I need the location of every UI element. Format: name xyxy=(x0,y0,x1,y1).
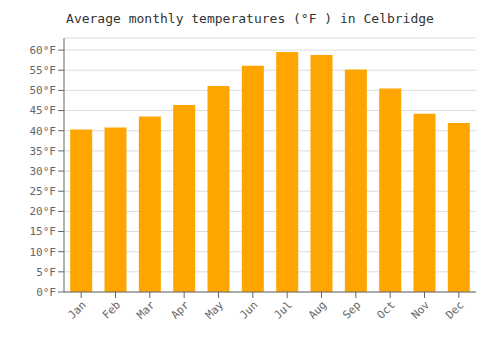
svg-text:Jun: Jun xyxy=(237,298,260,321)
svg-text:35°F: 35°F xyxy=(30,145,57,158)
svg-text:Mar: Mar xyxy=(134,298,158,322)
svg-text:10°F: 10°F xyxy=(30,246,57,259)
svg-text:40°F: 40°F xyxy=(30,125,57,138)
svg-text:Aug: Aug xyxy=(306,298,329,321)
svg-text:May: May xyxy=(203,298,227,322)
svg-text:30°F: 30°F xyxy=(30,165,57,178)
svg-text:Jul: Jul xyxy=(272,298,295,321)
svg-text:0°F: 0°F xyxy=(36,286,56,299)
svg-text:20°F: 20°F xyxy=(30,205,57,218)
svg-text:Sep: Sep xyxy=(340,298,363,321)
svg-text:45°F: 45°F xyxy=(30,104,57,117)
svg-text:Oct: Oct xyxy=(375,298,398,321)
svg-text:Jan: Jan xyxy=(66,298,89,321)
svg-text:25°F: 25°F xyxy=(30,185,57,198)
svg-text:60°F: 60°F xyxy=(30,44,57,57)
svg-text:Apr: Apr xyxy=(169,298,193,322)
svg-text:5°F: 5°F xyxy=(36,266,56,279)
svg-text:Dec: Dec xyxy=(443,298,466,321)
svg-text:15°F: 15°F xyxy=(30,225,57,238)
svg-text:Feb: Feb xyxy=(100,298,123,321)
svg-text:50°F: 50°F xyxy=(30,84,57,97)
svg-text:Nov: Nov xyxy=(409,298,433,322)
svg-text:55°F: 55°F xyxy=(30,64,57,77)
html-text:Average monthly temperatures (: Average monthly temperatures (°F ) in Ce… xyxy=(66,11,434,26)
